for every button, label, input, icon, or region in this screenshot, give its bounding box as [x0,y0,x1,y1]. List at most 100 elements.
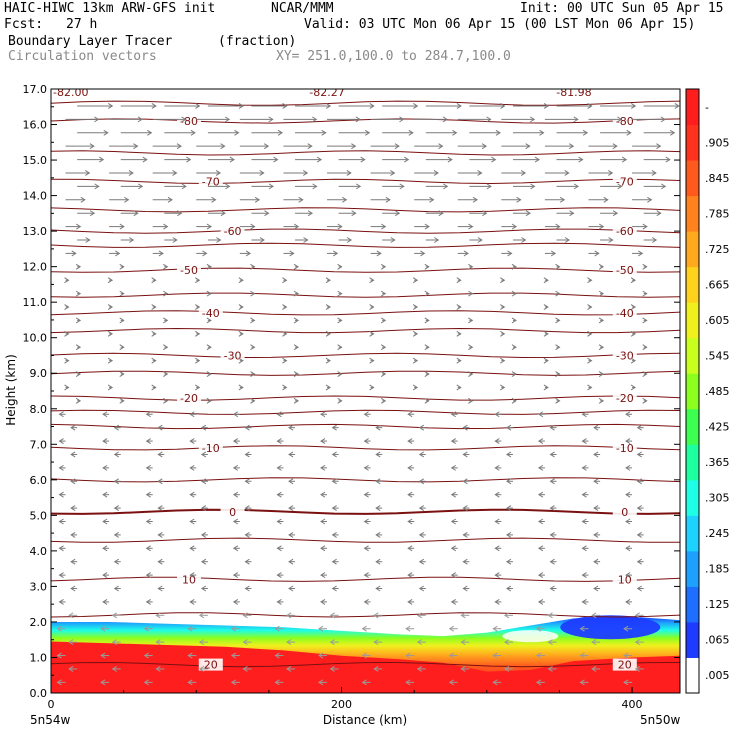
wind-vector-head [642,263,648,270]
temperature-contour [51,118,680,124]
organization: NCAR/MMM [271,1,334,16]
wind-vector-head [195,304,201,310]
wind-vector-head [555,317,561,324]
wind-vector-head [318,652,324,659]
colorbar-swatch [686,515,699,552]
wind-vector-head [215,170,222,176]
wind-vector-head [113,558,119,565]
colorbar-label: - [705,101,709,114]
wind-vector-head [289,250,295,257]
wind-vector-head [102,411,108,418]
colorbar-swatch [686,373,699,410]
wind-vector-head [232,518,239,525]
wind-vector-head [186,156,192,163]
wind-vector-head [472,196,478,203]
wind-vector-head [124,196,130,203]
contour-top-label: -81.98 [556,86,591,99]
wind-vector-head [329,612,335,619]
wind-vector-head [407,438,413,444]
wind-vector-head [630,304,637,310]
wind-vector-head [573,183,580,190]
wind-vector-head [58,518,64,525]
wind-vector-head [288,505,294,512]
wind-vector-head [642,223,648,230]
wind-vector-head [195,330,201,337]
wind-vector-head [113,424,119,431]
wind-vector-head [250,223,256,230]
wind-vector-head [337,344,343,351]
colorbar-label: .185 [705,563,730,576]
wind-vector-head [268,183,274,190]
wind-vector-head [494,518,500,525]
wind-vector-head [318,625,324,632]
overlay-name: Circulation vectors [8,49,157,64]
wind-vector-head [448,625,455,632]
wind-vector-head [331,585,337,592]
wind-vector-head [234,129,240,136]
wind-vector-head [56,679,62,686]
wind-vector-head [363,491,369,498]
wind-vector-head [337,290,343,297]
wind-vector-head [380,344,387,351]
y-tick-label: 10.0 [23,332,48,345]
wind-vector-head [506,505,512,512]
wind-vector-head [462,531,468,538]
wind-vector-head [238,277,244,284]
wind-vector-head [593,451,599,458]
wind-vector-head [433,170,439,176]
wind-vector-head [320,545,326,552]
wind-vector-head [58,491,64,498]
colorbar-label: .785 [705,207,730,220]
wind-vector-head [494,572,500,579]
wind-vector-head [232,438,239,444]
temperature-contour [51,508,680,515]
contour-label-bg [177,573,202,586]
wind-vector-head [424,223,430,230]
wind-vector-head [355,116,361,123]
wind-vector-head [337,397,343,404]
temperature-contour [51,477,680,483]
wind-vector-head [626,129,632,136]
wind-vector-head [642,290,648,297]
wind-vector-head [303,237,309,243]
wind-vector-head [259,237,265,243]
wind-vector-head [145,572,151,579]
temperature-contour [51,310,680,316]
wind-vector-head [259,170,265,176]
wind-vector-head [325,384,331,391]
wind-vector-head [636,451,642,458]
contour-label: -20 [616,392,634,405]
y-tick-label: 4.0 [30,545,48,558]
wind-vector-head [198,666,205,672]
wind-vector-head [492,679,498,686]
colorbar-label: .005 [705,669,730,682]
wind-vector-head [286,666,292,672]
wind-vector-head [108,103,114,109]
y-tick-label: 0.0 [30,687,48,700]
wind-vector-head [380,371,387,377]
wind-vector-head [495,129,501,136]
contour-label: 0 [229,506,236,519]
contour-top-label: -82.27 [309,86,344,99]
wind-vector-head [537,438,544,444]
x-axis: 0 200 400 [48,687,643,711]
wind-vector-head [581,438,587,444]
wind-vector-head [369,103,375,109]
wind-vector-head [412,384,419,391]
contour-label-bg [198,306,223,319]
wind-vector-head [71,250,77,257]
wind-vector-head [564,237,570,243]
wind-vector-head [89,210,96,217]
wind-vector-head [113,505,119,512]
wind-vector-head [494,491,500,498]
wind-vector-head [549,531,555,538]
wind-vector-head [263,143,270,150]
wind-vector-head [434,237,440,243]
wind-vector-head [375,505,381,512]
wind-vector-head [342,196,348,203]
y-tick-label: 3.0 [30,580,48,593]
wind-vector-head [555,263,561,270]
wind-vector-head [163,344,169,351]
wind-vector-head [337,223,343,230]
wind-vector-head [187,652,193,659]
